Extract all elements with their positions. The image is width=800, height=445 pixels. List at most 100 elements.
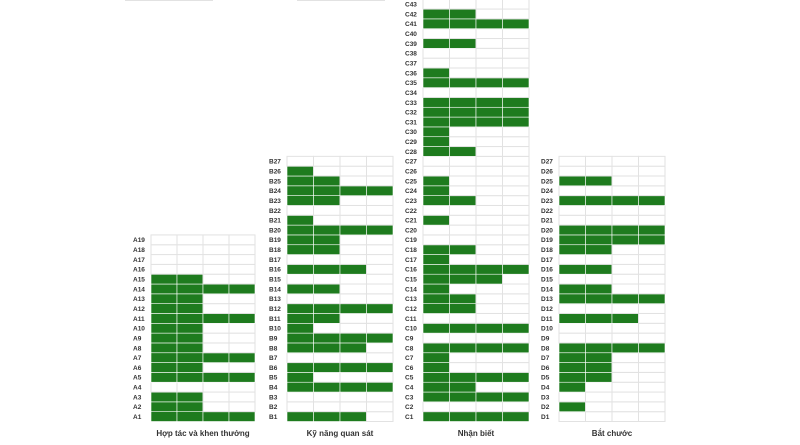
grid-cell-empty (502, 126, 530, 138)
grid-cell-filled (202, 283, 230, 295)
row-label: A19 (133, 237, 145, 244)
grid-cell-empty (475, 283, 503, 295)
grid-cell-empty (228, 322, 256, 334)
row-label: D11 (541, 316, 553, 323)
grid-cell-empty (449, 87, 477, 98)
grid-cell-filled (558, 244, 586, 255)
row-label: C23 (405, 198, 417, 205)
row-label: B4 (269, 385, 278, 392)
grid-cell-empty (228, 293, 256, 305)
grid-cell-empty (202, 234, 230, 246)
grid-cell-filled (475, 106, 503, 118)
grid-cell-filled (475, 372, 503, 383)
grid-cell-empty (449, 352, 477, 364)
row-label: C2 (405, 404, 414, 411)
grid-cell-empty (502, 195, 530, 206)
grid-cell-empty (502, 214, 530, 226)
grid-cell-filled (422, 136, 450, 147)
grid-cell-filled (558, 362, 586, 373)
row-label: A15 (133, 277, 145, 284)
grid-cell-empty (366, 371, 394, 383)
row-label: D18 (541, 247, 553, 254)
grid-cell-filled (286, 234, 314, 246)
grid-cell-empty (150, 234, 178, 246)
grid-cell-empty (366, 342, 394, 354)
grid-cell-filled (558, 234, 586, 246)
grid-cell-empty (585, 391, 613, 403)
grid-cell-empty (475, 47, 503, 59)
grid-cell-empty (449, 28, 477, 40)
grid-cell-filled (286, 342, 314, 354)
grid-cell-filled (422, 352, 450, 363)
grid-cell-empty (228, 332, 256, 344)
row-label: C42 (405, 11, 417, 18)
panel-3: C1 C2 C3 C4 C5 C6 C7 C8 C9 C10 C11 C12 C13 C14 C15 C16 C… (405, 0, 530, 438)
grid-cell-filled (286, 195, 314, 206)
grid-cell-filled (585, 293, 613, 304)
grid-cell-filled (150, 273, 178, 285)
row-label: C9 (405, 335, 414, 342)
row-label: C30 (405, 129, 417, 136)
grid-cell-empty (449, 165, 477, 177)
grid-cell-empty (558, 155, 586, 167)
grid-cell-filled (176, 283, 204, 295)
grid-cell-filled (150, 391, 178, 403)
grid-cell-filled (449, 391, 477, 403)
grid-cell-empty (502, 175, 530, 187)
grid-cell-empty (502, 244, 530, 256)
grid-cell-filled (176, 391, 204, 403)
grid-cell-empty (228, 244, 256, 256)
grid-cell-empty (228, 362, 256, 373)
grid-cell-empty (475, 175, 503, 187)
grid-cell-filled (286, 303, 314, 314)
grid-cell-filled (558, 372, 586, 383)
grid-cell-filled (558, 293, 586, 304)
grid-cell-empty (475, 136, 503, 148)
grid-cell-filled (286, 381, 314, 393)
grid-cell-empty (202, 273, 230, 285)
grid-cell-empty (228, 273, 256, 285)
row-label: D19 (541, 237, 553, 244)
row-label: B6 (269, 365, 278, 372)
grid-cell-empty (366, 195, 394, 206)
grid-cell-empty (585, 204, 613, 216)
grid-cell-filled (638, 293, 666, 304)
grid-cell-filled (449, 273, 477, 285)
grid-cell-filled (366, 303, 394, 314)
grid-cell-empty (611, 165, 639, 177)
grid-cell-filled (502, 77, 530, 88)
grid-cell-empty (339, 204, 367, 216)
grid-cell-filled (286, 411, 314, 422)
grid-cell-filled (313, 234, 341, 246)
grid-cell-empty (422, 312, 450, 324)
grid-cell-empty (611, 371, 639, 383)
grid-cell-empty (611, 391, 639, 403)
grid-cell-empty (313, 155, 341, 167)
grid-cell-empty (313, 371, 341, 383)
grid-cell-filled (150, 362, 178, 373)
grid-cell-empty (611, 362, 639, 373)
grid-cell-empty (585, 155, 613, 167)
grid-cell-filled (475, 264, 503, 275)
grid-cell-filled (475, 116, 503, 128)
grid-cell-filled (228, 352, 256, 363)
grid-cell-empty (475, 254, 503, 265)
grid-cell-empty (313, 401, 341, 413)
grid-cell-empty (475, 362, 503, 373)
grid-cell-empty (422, 0, 450, 10)
row-label: D13 (541, 296, 553, 303)
grid-cell-empty (638, 244, 666, 256)
row-label: C8 (405, 345, 414, 352)
grid-cell-empty (202, 401, 230, 413)
row-label: C32 (405, 110, 417, 117)
row-label: C34 (405, 90, 417, 97)
grid-cell-empty (502, 155, 530, 167)
grid-cell-filled (313, 185, 341, 196)
grid-cell-empty (366, 165, 394, 177)
grid-cell-filled (286, 175, 314, 187)
grid-cell-filled (449, 411, 477, 422)
grid-cell-filled (366, 362, 394, 373)
grid-cell-empty (339, 244, 367, 256)
grid-cell-empty (475, 0, 503, 10)
row-label: D14 (541, 286, 553, 293)
